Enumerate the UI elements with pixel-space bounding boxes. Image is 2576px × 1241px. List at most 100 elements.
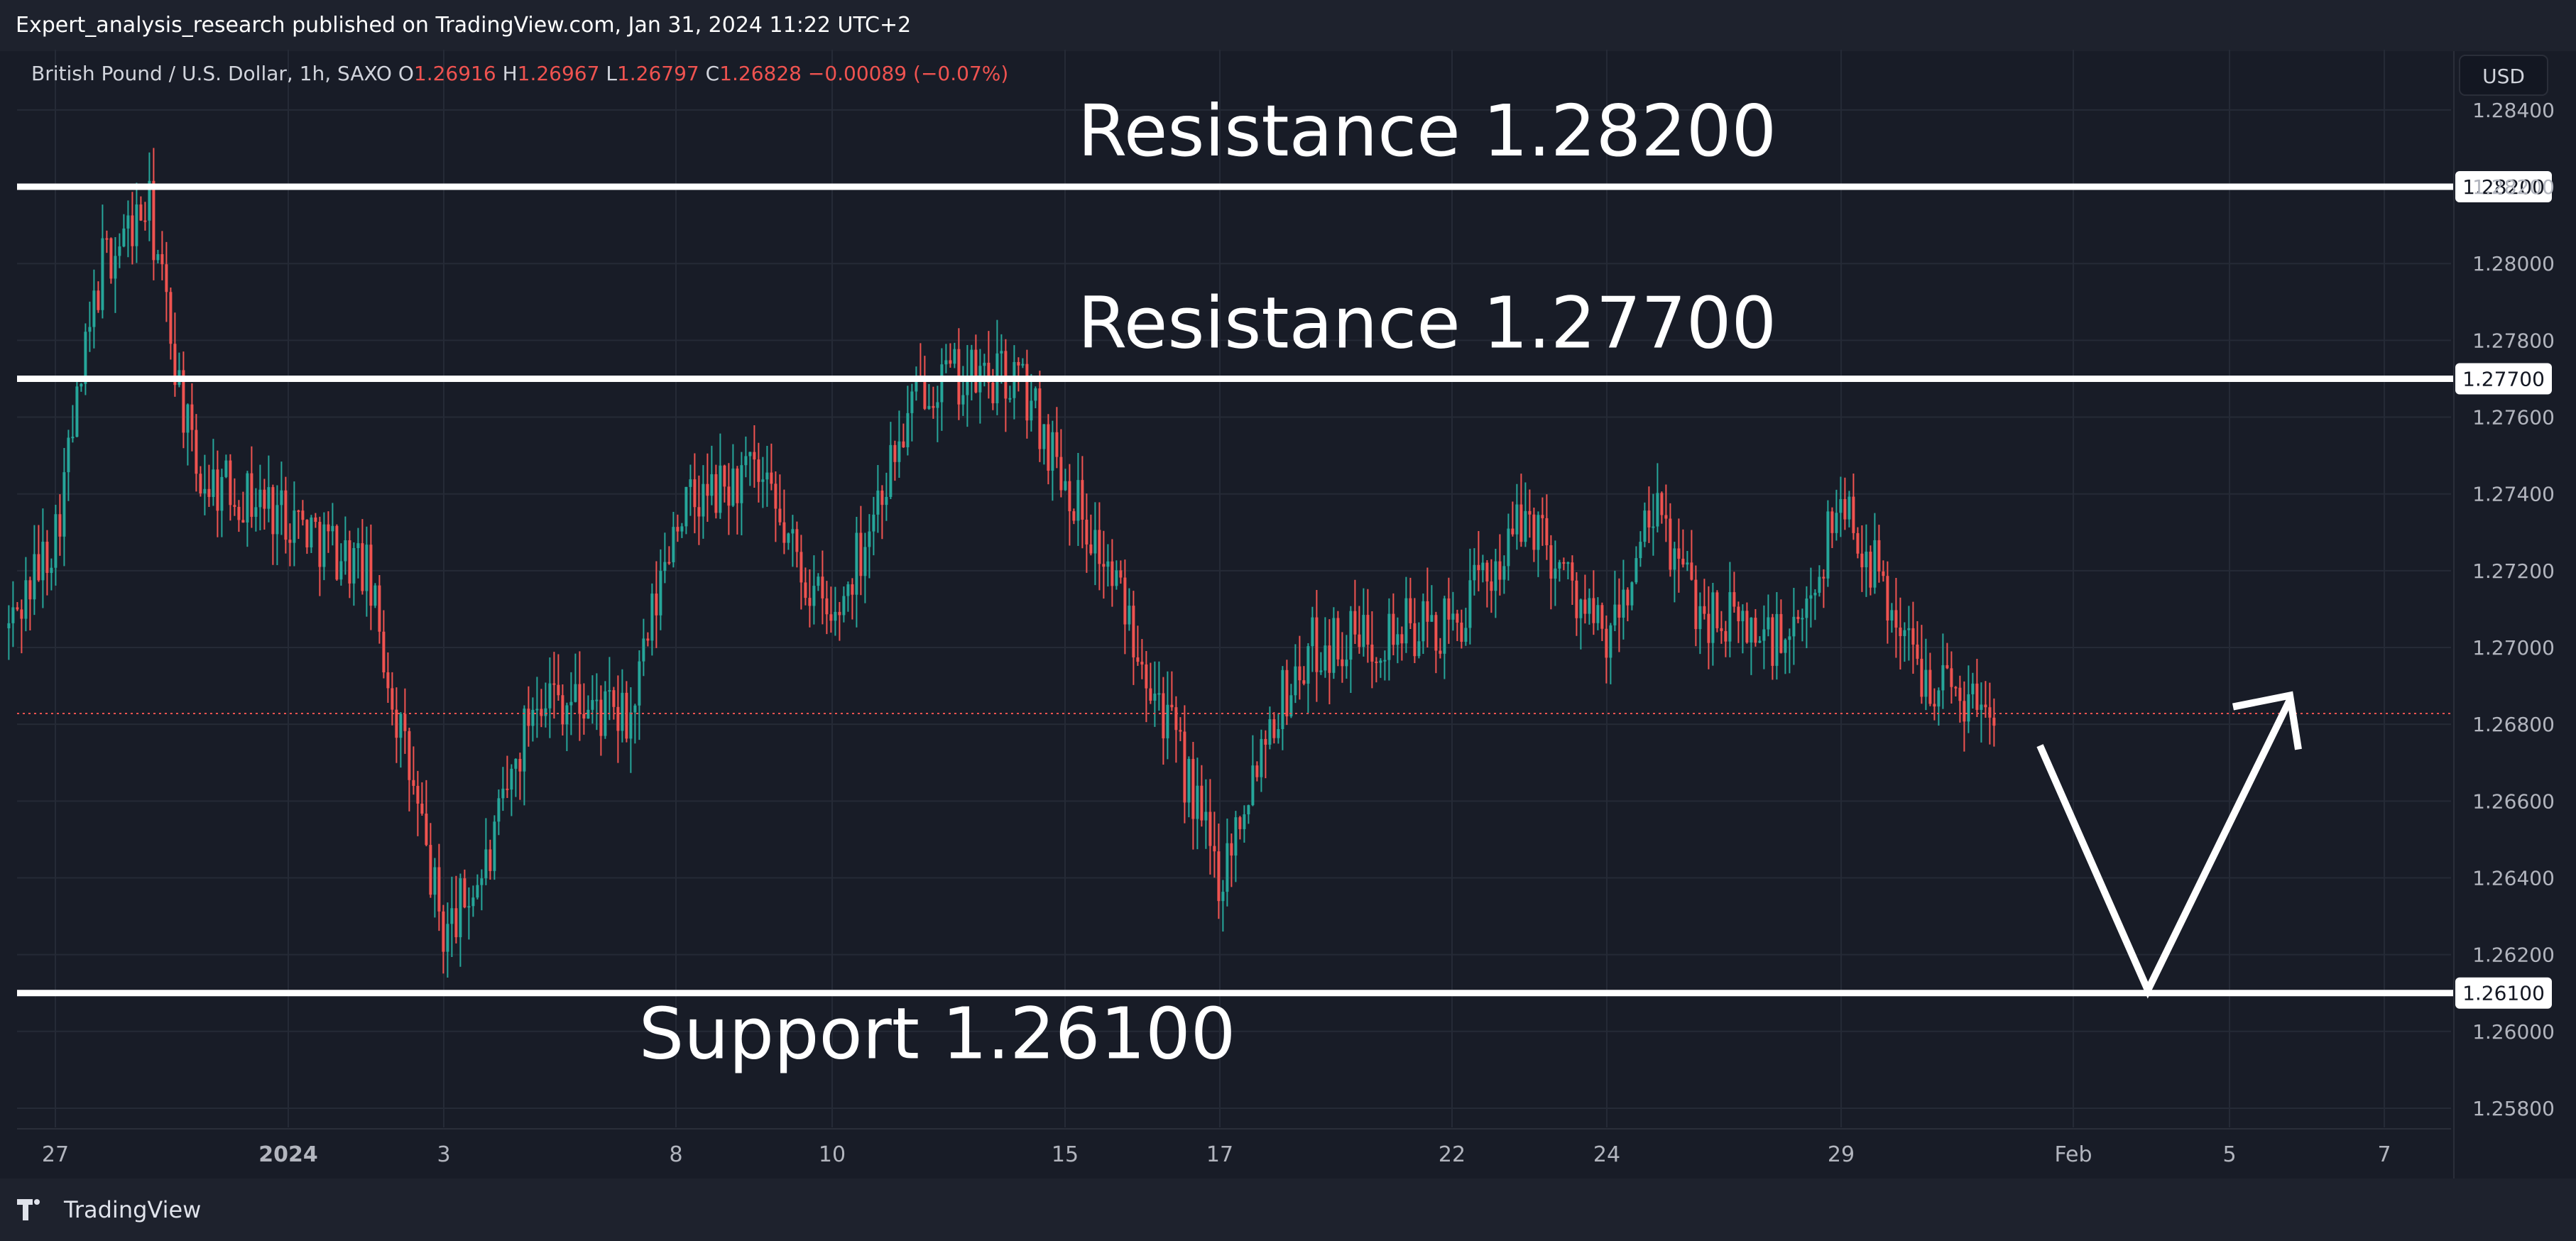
candle-body [305,520,309,548]
candle-body [1004,351,1008,399]
candle-body [778,508,782,523]
legend-c-value: 1.26828 [719,62,808,85]
candle-body [1281,669,1284,729]
candle-body [37,554,40,581]
x-tick-label: 27 [42,1142,69,1167]
candle-body [1200,785,1204,821]
symbol-legend: British Pound / U.S. Dollar, 1h, SAXO O1… [31,62,1008,85]
candle-body [1911,628,1915,645]
candle-body [246,473,249,523]
candle-body [71,437,75,439]
candle-body [229,460,232,505]
candle-body [1076,480,1080,521]
candle-body [1051,432,1054,471]
candle-body [297,510,300,513]
candle-body [1558,562,1561,569]
candle-body [1852,496,1855,533]
candle-body [1106,561,1110,567]
x-tick-label: 8 [669,1142,682,1167]
candle-body [672,527,675,562]
candle-body [1566,562,1570,564]
candle-body [889,444,893,497]
candle-body [544,708,547,716]
legend-l-value: 1.26797 [617,62,706,85]
candle-body [1656,493,1659,527]
candle-body [118,246,121,256]
candle-body [1157,693,1161,695]
candle-body [1669,518,1672,570]
candle-body [817,576,820,586]
legend-h-value: 1.26967 [518,62,606,85]
candle-body [1745,611,1749,643]
candle-body [109,238,113,279]
candle-body [795,529,799,552]
candle-body [684,486,688,527]
candle-body [1213,846,1216,852]
currency-button[interactable] [2459,55,2548,96]
candle-body [1434,615,1438,651]
candle-body [1255,765,1259,777]
candle-body [552,683,556,685]
candle-body [1762,629,1766,641]
candle-body [1975,683,1979,710]
candle-body [1634,558,1638,583]
candle-body [642,638,645,662]
candle-body [1421,601,1425,642]
candle-body [1877,540,1881,572]
candle-body [731,468,735,506]
candle-body [1950,668,1953,687]
candle-body [1698,606,1702,630]
candle-body [1345,660,1348,667]
candle-body [991,382,995,403]
candle-body [1652,526,1655,528]
candle-body [1179,730,1182,732]
candle-body [1413,623,1417,657]
y-tick-label: 1.27600 [2472,406,2555,430]
candle-body [1494,561,1497,591]
candle-body [1238,817,1242,829]
candle-body [1145,664,1148,689]
tradingview-brand[interactable]: TradingView [17,1193,201,1227]
candle-body [1025,363,1029,421]
candle-body [1963,701,1966,722]
candle-body [476,885,479,898]
candle-body [659,571,662,616]
candle-body [258,489,262,508]
candle-body [1153,693,1157,701]
candle-body [224,460,228,477]
candle-body [923,379,927,409]
legend-symbol: British Pound / U.S. Dollar, 1h, SAXO [31,62,398,85]
candle-body [1677,548,1681,559]
y-tick-label: 1.26600 [2472,789,2555,813]
candle-body [1579,599,1583,618]
candle-body [565,705,569,725]
legend-change: −0.00089 (−0.07%) [808,62,1008,85]
candle-body [1592,598,1595,623]
candle-body [599,699,603,736]
candle-body [50,567,53,573]
candle-body [1098,530,1101,564]
candle-body [578,684,582,714]
candle-body [1375,661,1378,663]
candle-body [425,814,428,846]
candle-body [1954,687,1958,689]
candle-body [1485,562,1489,581]
candle-body [1464,628,1468,642]
candlestick-series [7,148,1996,978]
candle-body [20,609,23,619]
candle-body [927,405,931,409]
candle-body [327,524,330,532]
candle-body [949,360,952,364]
candle-body [842,596,846,616]
candle-body [386,672,390,689]
level-price-tag-label: 1.27700 [2462,367,2545,390]
candle-body [961,395,965,405]
candle-body [1681,559,1685,565]
candle-body [352,547,356,584]
candle-body [1796,616,1800,620]
candle-body [880,491,884,505]
candle-body [527,709,530,726]
candle-body [1306,646,1310,684]
candle-body [1639,542,1642,559]
